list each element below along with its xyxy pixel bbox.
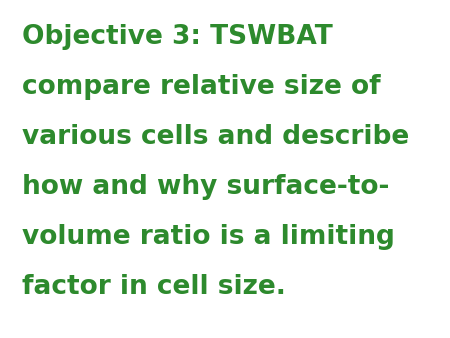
Text: various cells and describe: various cells and describe <box>22 124 410 150</box>
Text: compare relative size of: compare relative size of <box>22 74 381 100</box>
Text: how and why surface-to-: how and why surface-to- <box>22 174 390 200</box>
Text: volume ratio is a limiting: volume ratio is a limiting <box>22 224 396 250</box>
Text: factor in cell size.: factor in cell size. <box>22 274 286 300</box>
Text: Objective 3: TSWBAT: Objective 3: TSWBAT <box>22 24 333 50</box>
